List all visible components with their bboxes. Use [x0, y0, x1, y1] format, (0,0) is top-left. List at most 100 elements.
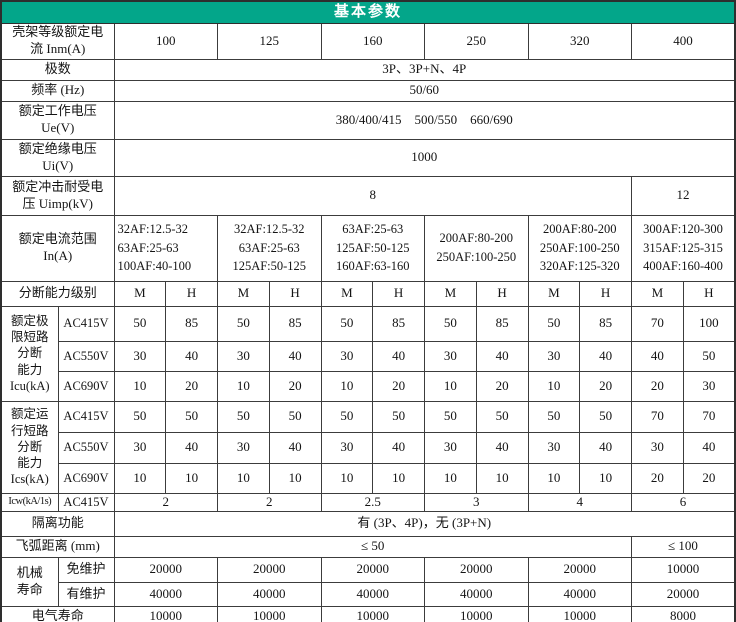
ics-cell: 10 — [372, 462, 425, 494]
frequency-value: 50/60 — [113, 79, 736, 102]
ics-cell: 50 — [268, 400, 322, 433]
mech-cell: 20000 — [424, 556, 529, 583]
ics-cell: 10 — [320, 462, 374, 494]
grade-cell: M — [217, 280, 270, 307]
mech-cell: 40000 — [217, 581, 322, 607]
icu-cell: 20 — [372, 370, 425, 402]
icu-sub-label: AC415V — [57, 305, 115, 342]
icw-cell: 2.5 — [320, 492, 425, 512]
icu-cell: 10 — [424, 370, 477, 402]
ics-cell: 50 — [372, 400, 425, 433]
grade-cell: H — [475, 280, 529, 307]
icu-cell: 70 — [631, 305, 684, 342]
grade-cell: H — [682, 280, 736, 307]
ics-cell: 40 — [682, 431, 736, 464]
grade-cell: M — [631, 280, 684, 307]
ics-cell: 40 — [268, 431, 322, 464]
icu-sub-label: AC690V — [57, 370, 115, 402]
in-range-cell: 32AF:12.5-32 63AF:25-63 125AF:50-125 — [217, 214, 322, 282]
icu-cell: 20 — [165, 370, 218, 402]
icu-cell: 85 — [268, 305, 322, 342]
grade-cell: M — [113, 280, 167, 307]
mech-sub-label: 有维护 — [57, 581, 115, 607]
ics-cell: 50 — [320, 400, 374, 433]
icu-cell: 30 — [527, 340, 581, 372]
ics-cell: 30 — [424, 431, 477, 464]
icu-cell: 30 — [320, 340, 374, 372]
ics-cell: 10 — [424, 462, 477, 494]
ics-cell: 30 — [217, 431, 270, 464]
mech-cell: 20000 — [631, 581, 736, 607]
grade-cell: H — [165, 280, 218, 307]
frame-current-cell: 125 — [217, 22, 322, 60]
icu-cell: 30 — [682, 370, 736, 402]
ics-cell: 50 — [424, 400, 477, 433]
grade-cell: M — [320, 280, 374, 307]
icu-cell: 85 — [579, 305, 632, 342]
icu-cell: 85 — [372, 305, 425, 342]
elec-cell: 10000 — [113, 605, 218, 622]
ics-sub-label: AC550V — [57, 431, 115, 464]
group-label-mechanical-life: 机械 寿命 — [0, 556, 59, 607]
icu-cell: 10 — [113, 370, 167, 402]
icu-cell: 50 — [527, 305, 581, 342]
row-label-uimp: 额定冲击耐受电 压 Uimp(kV) — [0, 175, 115, 216]
ics-cell: 50 — [217, 400, 270, 433]
icw-cell: 3 — [424, 492, 529, 512]
row-label-poles: 极数 — [0, 58, 115, 81]
grade-cell: H — [372, 280, 425, 307]
elec-cell: 8000 — [631, 605, 736, 622]
row-label-frequency: 频率 (Hz) — [0, 79, 115, 102]
row-label-electrical-life: 电气寿命 — [0, 605, 115, 622]
icw-cell: 2 — [113, 492, 218, 512]
mech-cell: 20000 — [320, 556, 425, 583]
ics-cell: 40 — [475, 431, 529, 464]
poles-value: 3P、3P+N、4P — [113, 58, 736, 81]
ue-value: 380/400/415 500/550 660/690 — [113, 100, 736, 140]
icu-cell: 40 — [475, 340, 529, 372]
icu-cell: 50 — [217, 305, 270, 342]
uimp-value-main: 8 — [113, 175, 632, 216]
ics-cell: 50 — [527, 400, 581, 433]
isolation-value: 有 (3P、4P)，无 (3P+N) — [113, 510, 736, 537]
icu-cell: 20 — [579, 370, 632, 402]
row-label-isolation: 隔离功能 — [0, 510, 115, 537]
group-label-ics: 额定运 行短路 分断 能力 Ics(kA) — [0, 400, 59, 494]
mech-cell: 40000 — [424, 581, 529, 607]
row-label-frame-current: 壳架等级额定电 流 Inm(A) — [0, 22, 115, 60]
ics-cell: 10 — [268, 462, 322, 494]
arc-distance-main: ≤ 50 — [113, 535, 632, 558]
row-label-ue: 额定工作电压 Ue(V) — [0, 100, 115, 140]
row-label-arc-distance: 飞弧距离 (mm) — [0, 535, 115, 558]
frame-current-cell: 320 — [527, 22, 632, 60]
mech-cell: 40000 — [527, 581, 632, 607]
grade-cell: M — [527, 280, 581, 307]
ics-cell: 40 — [372, 431, 425, 464]
icu-cell: 40 — [631, 340, 684, 372]
icu-cell: 85 — [475, 305, 529, 342]
in-range-cell: 32AF:12.5-32 63AF:25-63 100AF:40-100 — [113, 214, 218, 282]
in-range-cell: 63AF:25-63 125AF:50-125 160AF:63-160 — [320, 214, 425, 282]
icu-cell: 50 — [113, 305, 167, 342]
row-label-in-range: 额定电流范围 In(A) — [0, 214, 115, 282]
mech-cell: 40000 — [113, 581, 218, 607]
ics-sub-label: AC690V — [57, 462, 115, 494]
ics-cell: 70 — [631, 400, 684, 433]
ics-cell: 20 — [631, 462, 684, 494]
icw-cell: 6 — [631, 492, 736, 512]
grade-cell: M — [424, 280, 477, 307]
ics-cell: 10 — [113, 462, 167, 494]
ics-cell: 10 — [475, 462, 529, 494]
icu-cell: 85 — [165, 305, 218, 342]
row-label-grade: 分断能力级别 — [0, 280, 115, 307]
frame-current-cell: 100 — [113, 22, 218, 60]
icu-cell: 20 — [475, 370, 529, 402]
ics-cell: 50 — [579, 400, 632, 433]
ics-cell: 70 — [682, 400, 736, 433]
grade-cell: H — [268, 280, 322, 307]
mech-cell: 20000 — [113, 556, 218, 583]
uimp-value-last: 12 — [631, 175, 736, 216]
frame-current-cell: 250 — [424, 22, 529, 60]
